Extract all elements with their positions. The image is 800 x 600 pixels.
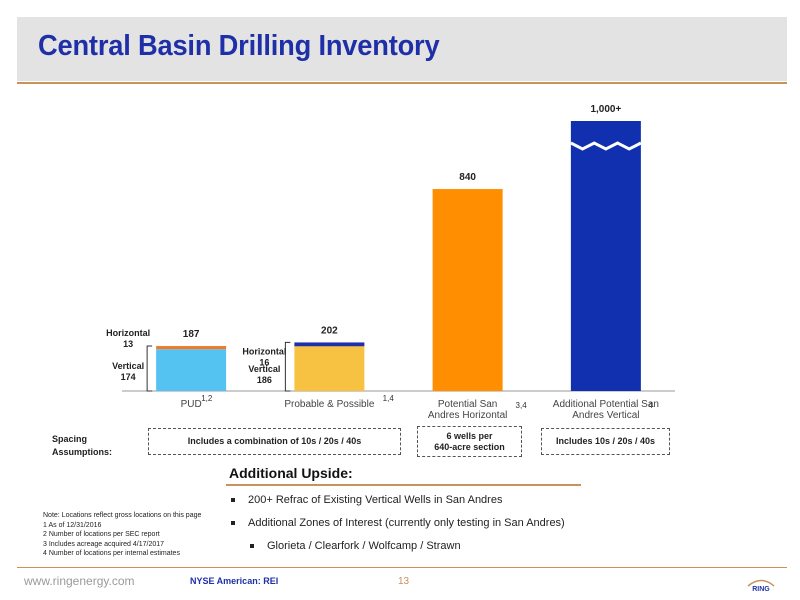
bar-segment [156,349,227,391]
upside-rule [226,484,581,486]
spacing-label: Spacing Assumptions: [52,434,113,457]
upside-item-refrac: 200+ Refrac of Existing Vertical Wells i… [229,492,565,515]
title-rule [17,82,787,84]
category-label: Potential San Andres Horizontal [428,399,507,421]
category-footnote-ref: 1,2 [201,394,213,403]
bar-total-label: 1,000+ [590,104,621,115]
footer-url[interactable]: www.ringenergy.com [24,574,135,588]
upside-item-formations: Glorieta / Clearfork / Wolfcamp / Strawn [229,538,565,561]
horizontal-count-label: Horizontal 16 [242,346,286,367]
category-footnote-ref: 3,4 [516,401,528,410]
bar-total-label: 840 [459,172,476,183]
bar-segment [432,189,503,391]
footnote: 4 Number of locations per internal estim… [43,550,180,557]
footer-ticker: NYSE American: REI [190,576,279,586]
footnote: 3 Includes acreage acquired 4/17/2017 [43,540,165,548]
ring-logo-text: RING [752,586,770,593]
category-label: Probable & Possible [284,399,374,410]
category-footnote-ref: 1,4 [383,394,395,403]
axis-break-icon [570,141,642,151]
category-label: PUD [181,399,202,410]
footnote: Note: Locations reflect gross locations … [43,512,202,519]
vertical-count-label: Vertical 186 [248,364,280,385]
upside-item-zones: Additional Zones of Interest (currently … [229,515,565,538]
ring-logo-icon: RING [747,579,775,593]
footer-rule [17,567,787,568]
bar-segment [294,342,365,347]
category-footnote-ref: 4 [648,401,653,410]
spacing-box-pud-probable: Includes a combination of 10s / 20s / 40… [148,428,401,455]
page-number: 13 [398,576,410,587]
category-label: Additional Potential San Andres Vertical [553,399,659,421]
annotation-bracket [284,341,291,392]
bar-total-label: 187 [183,329,200,340]
page-title: Central Basin Drilling Inventory [38,30,440,62]
footnote: 1 As of 12/31/2016 [43,521,102,529]
bar-total-label: 202 [321,325,338,336]
title-band [17,17,787,81]
spacing-box-vertical: Includes 10s / 20s / 40s [541,428,670,455]
vertical-count-label: Vertical 174 [112,361,144,382]
footnotes: Note: Locations reflect gross locations … [43,511,201,559]
upside-title: Additional Upside: [229,465,353,481]
footnote: 2 Number of locations per SEC report [43,531,160,538]
upside-list: 200+ Refrac of Existing Vertical Wells i… [229,492,565,561]
horizontal-count-label: Horizontal 13 [106,328,150,349]
bar-segment [570,121,641,391]
spacing-box-horizontal: 6 wells per 640-acre section [417,426,522,457]
annotation-bracket [146,345,153,392]
bar-segment [156,346,227,350]
bar-segment [294,346,365,391]
